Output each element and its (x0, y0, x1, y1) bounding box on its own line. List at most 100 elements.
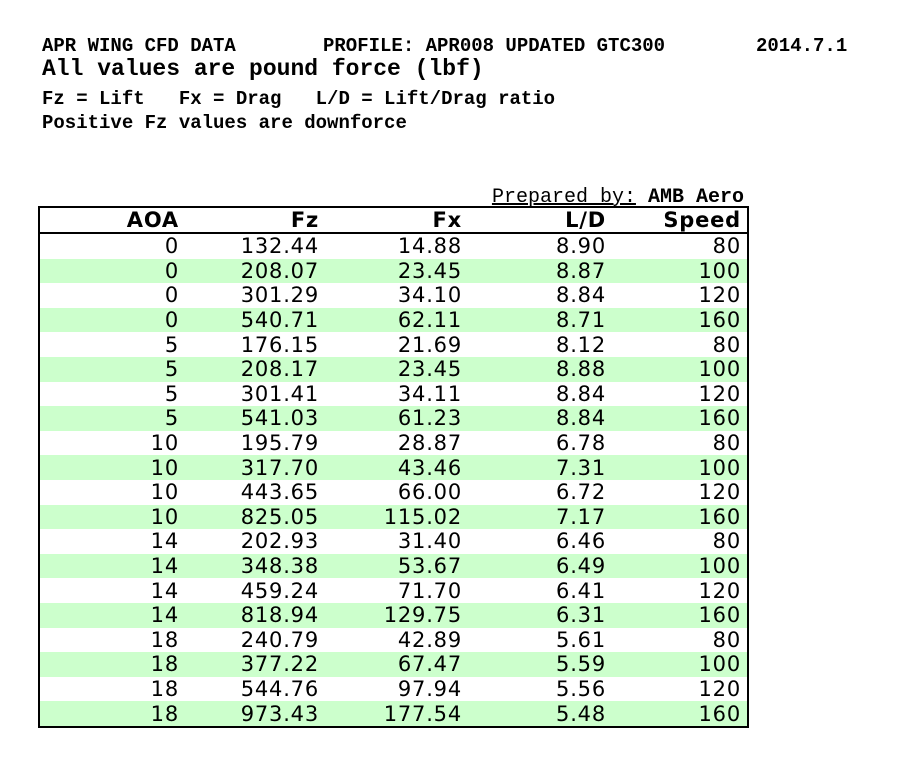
cell-fx: 177.54 (383, 701, 462, 726)
cell-ld: 5.61 (556, 627, 606, 652)
cell-aoa: 0 (164, 283, 179, 308)
cell-fz: 301.41 (240, 381, 319, 406)
cell-aoa: 5 (164, 357, 179, 382)
cell-ld: 8.88 (556, 357, 606, 382)
table-row: 18 544.76 97.94 5.56 120 (39, 677, 748, 702)
table-row: 14 818.94 129.75 6.31 160 (39, 602, 748, 628)
column-header-fz: Fz (185, 207, 325, 234)
cell-ld: 5.48 (556, 701, 606, 726)
cell-speed: 120 (698, 676, 741, 701)
title-line: APR WING CFD DATA PROFILE: APR008 UPDATE… (42, 35, 902, 57)
cell-speed: 80 (712, 529, 741, 554)
table-row: 14 202.93 31.40 6.46 80 (39, 529, 748, 554)
cell-fz: 459.24 (240, 578, 319, 603)
cell-fx: 34.11 (397, 381, 462, 406)
cell-fz: 176.15 (240, 332, 319, 357)
column-header-fx: Fx (325, 207, 468, 234)
cell-aoa: 18 (150, 701, 179, 726)
cell-fx: 67.47 (397, 652, 462, 677)
cell-fx: 61.23 (397, 406, 462, 431)
cell-fx: 31.40 (397, 529, 462, 554)
cell-fx: 28.87 (397, 431, 462, 456)
table-row: 18 377.22 67.47 5.59 100 (39, 652, 748, 677)
prepared-by-line: Prepared by: AMB Aero (38, 186, 744, 209)
column-header-speed: Speed (612, 207, 748, 234)
cell-fz: 240.79 (240, 627, 319, 652)
cell-fz: 443.65 (240, 480, 319, 505)
cell-fx: 23.45 (397, 258, 462, 283)
cell-speed: 80 (712, 234, 741, 259)
prepared-by-label: Prepared by: (491, 186, 636, 209)
cell-aoa: 10 (150, 480, 179, 505)
table-row: 14 459.24 71.70 6.41 120 (39, 578, 748, 603)
cell-fz: 208.17 (240, 357, 319, 382)
table-row: 14 348.38 53.67 6.49 100 (39, 553, 748, 579)
cell-speed: 160 (698, 603, 741, 628)
cell-fz: 208.07 (240, 258, 319, 283)
table-row: 5 208.17 23.45 8.88 100 (39, 356, 748, 382)
cell-ld: 7.17 (556, 504, 606, 529)
cell-fz: 195.79 (240, 431, 319, 456)
cell-fx: 53.67 (397, 554, 462, 579)
cell-aoa: 18 (150, 627, 179, 652)
column-header-ld: L/D (468, 207, 612, 234)
cell-aoa: 0 (164, 234, 179, 259)
cell-ld: 8.84 (556, 406, 606, 431)
cell-ld: 8.12 (556, 332, 606, 357)
cell-fz: 541.03 (240, 406, 319, 431)
cell-fz: 825.05 (240, 504, 319, 529)
table-row: 10 443.65 66.00 6.72 120 (39, 480, 748, 505)
cell-speed: 100 (698, 357, 741, 382)
cell-aoa: 5 (164, 381, 179, 406)
cell-speed: 100 (698, 652, 741, 677)
cell-aoa: 14 (150, 578, 179, 603)
cell-fx: 23.45 (397, 357, 462, 382)
cell-speed: 120 (698, 381, 741, 406)
cell-fx: 42.89 (397, 627, 462, 652)
cell-fx: 21.69 (397, 332, 462, 357)
table-row: 18 973.43 177.54 5.48 160 (39, 701, 748, 727)
cell-ld: 8.90 (556, 234, 606, 259)
column-header-aoa: AOA (39, 207, 185, 234)
cell-fx: 129.75 (383, 603, 462, 628)
cell-fz: 377.22 (240, 652, 319, 677)
table-row: 5 541.03 61.23 8.84 160 (39, 406, 748, 431)
cell-ld: 5.59 (556, 652, 606, 677)
prepared-by-value: AMB Aero (647, 186, 744, 209)
cell-fz: 540.71 (240, 308, 319, 333)
cell-aoa: 10 (150, 504, 179, 529)
cell-speed: 160 (698, 406, 741, 431)
cell-ld: 8.87 (556, 258, 606, 283)
cell-aoa: 0 (164, 258, 179, 283)
table-header-row: AOA Fz Fx L/D Speed (39, 207, 748, 234)
cell-speed: 80 (712, 332, 741, 357)
table-row: 10 195.79 28.87 6.78 80 (39, 431, 748, 456)
cell-speed: 100 (698, 258, 741, 283)
cell-fx: 115.02 (383, 504, 462, 529)
table-row: 5 301.41 34.11 8.84 120 (39, 382, 748, 407)
cell-speed: 120 (698, 480, 741, 505)
table-body: 0 132.44 14.88 8.90 80 0 208.07 23.45 8.87 100 0 30… (39, 233, 748, 727)
document-title: APR WING CFD DATA (42, 35, 236, 57)
cell-fx: 66.00 (397, 480, 462, 505)
table-row: 18 240.79 42.89 5.61 80 (39, 628, 748, 653)
cell-ld: 6.46 (556, 529, 606, 554)
cell-fz: 301.29 (240, 283, 319, 308)
version-date: 2014.7.1 (756, 35, 848, 57)
cell-ld: 6.31 (556, 603, 606, 628)
cell-aoa: 0 (164, 308, 179, 333)
cell-speed: 100 (698, 455, 741, 480)
profile-label: PROFILE: APR008 UPDATED GTC300 (323, 35, 666, 57)
cell-fx: 71.70 (397, 578, 462, 603)
cell-ld: 5.56 (556, 676, 606, 701)
units-subtitle: All values are pound force (lbf) (42, 56, 484, 82)
cell-aoa: 10 (150, 455, 179, 480)
cell-speed: 160 (698, 504, 741, 529)
cell-ld: 6.78 (556, 431, 606, 456)
cell-ld: 7.31 (556, 455, 606, 480)
cell-fz: 818.94 (240, 603, 319, 628)
cell-aoa: 14 (150, 554, 179, 579)
cell-speed: 160 (698, 701, 741, 726)
cell-fz: 973.43 (240, 701, 319, 726)
